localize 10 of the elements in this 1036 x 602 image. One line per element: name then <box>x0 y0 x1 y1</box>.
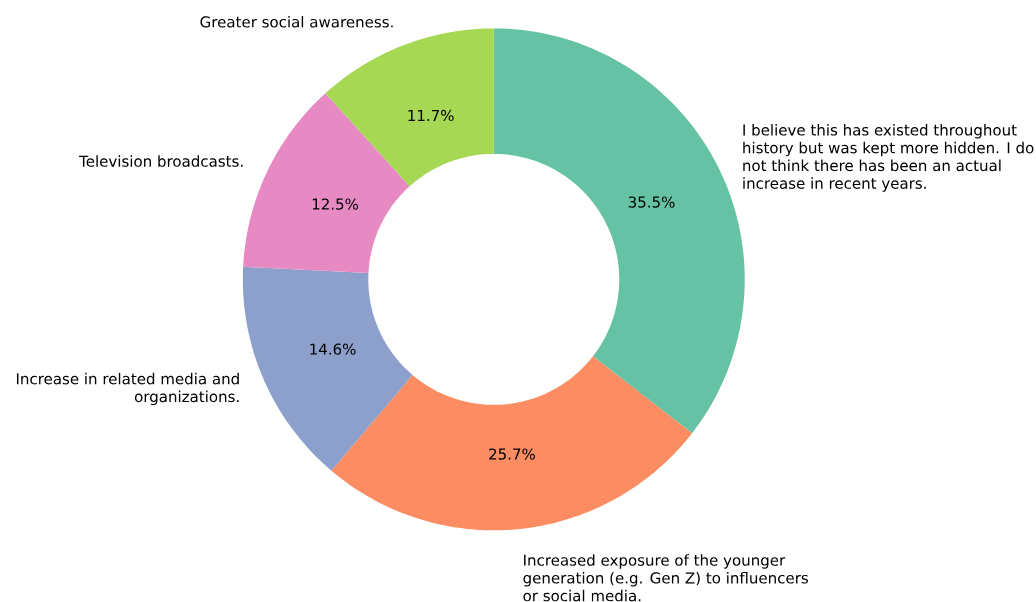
slice-label: Television broadcasts. <box>79 155 243 167</box>
slice-label: Greater social awareness. <box>200 16 393 28</box>
slice-label: Increased exposure of the younger generation (e.g. Gen Z) to influencers or social media. <box>523 554 808 602</box>
data-label: 11.7% <box>408 109 454 122</box>
slice-label: Increase in related media and organizations. <box>16 372 239 406</box>
data-label: 14.6% <box>310 343 356 355</box>
data-label: 25.7% <box>489 448 535 460</box>
slice-label: I believe this has existed throughout history but was kept more hidden. I do not think there has been an actual increase in recent years. <box>743 124 1034 192</box>
data-label: 35.5% <box>628 196 675 208</box>
data-label: 12.5% <box>312 198 359 210</box>
